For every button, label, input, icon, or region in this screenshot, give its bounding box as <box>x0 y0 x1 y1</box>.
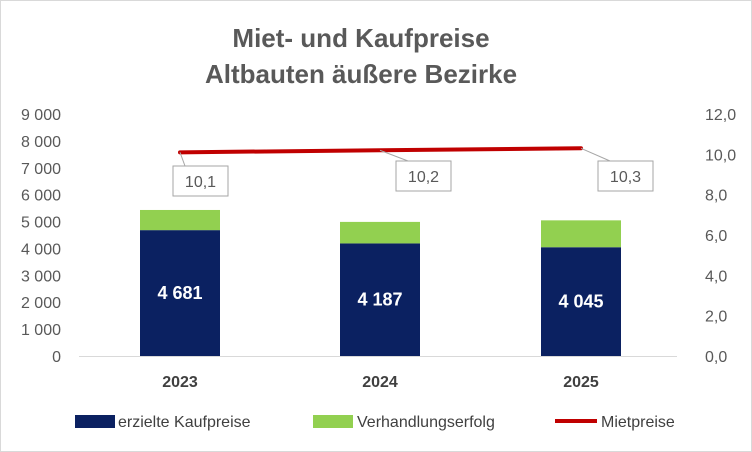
left-axis: 0 1 000 2 000 3 000 4 000 5 000 6 000 7 000 8 00… <box>21 107 61 366</box>
bar-verhandlungserfolg-2023 <box>140 209 220 231</box>
legend-label: Verhandlungserfolg <box>357 414 495 431</box>
line-value-label: 10,1 <box>185 174 216 191</box>
y-right-tick-label: 10,0 <box>705 147 736 164</box>
y-right-tick-label: 8,0 <box>705 188 727 205</box>
y-left-tick-label: 4 000 <box>21 241 61 258</box>
bar-kaufpreise-2024 <box>340 243 420 356</box>
category-labels: 2023 2024 2025 <box>162 374 599 391</box>
bar-value-label: 4 045 <box>558 292 603 312</box>
y-left-tick-label: 3 000 <box>21 268 61 285</box>
callout-box <box>597 160 654 192</box>
x-category-label: 2025 <box>563 374 599 391</box>
legend-label: Mietpreise <box>601 414 675 431</box>
callout-leader <box>379 149 409 162</box>
y-left-tick-label: 0 <box>52 349 61 366</box>
bar-value-label: 4 681 <box>157 283 202 303</box>
y-right-tick-label: 0,0 <box>705 349 727 366</box>
legend: erzielte Kaufpreise Verhandlungserfolg Mie… <box>75 414 675 431</box>
y-left-tick-label: 7 000 <box>21 161 61 178</box>
line-value-label: 10,3 <box>610 169 641 186</box>
callout-box <box>395 160 452 192</box>
bar-kaufpreise-2025 <box>541 247 621 356</box>
legend-swatch-kaufpreise <box>75 415 115 428</box>
line-value-label: 10,2 <box>408 169 439 186</box>
legend-swatch-verhandlungserfolg <box>313 415 353 428</box>
bar-verhandlungserfolg-2024 <box>340 221 420 244</box>
y-left-tick-label: 5 000 <box>21 215 61 232</box>
callout-box <box>172 165 229 197</box>
y-right-tick-label: 6,0 <box>705 228 727 245</box>
callout-leader <box>179 152 186 167</box>
line-series: 10,1 10,2 10,3 <box>172 146 654 197</box>
bar-verhandlungserfolg-2025 <box>541 220 621 248</box>
y-left-tick-label: 1 000 <box>21 322 61 339</box>
y-left-tick-label: 8 000 <box>21 134 61 151</box>
y-right-tick-label: 4,0 <box>705 268 727 285</box>
bar-kaufpreise-2023 <box>140 230 220 356</box>
chart-title: Miet- und Kaufpreise <box>232 23 489 53</box>
bar-value-label: 4 187 <box>357 290 402 310</box>
y-left-tick-label: 9 000 <box>21 107 61 124</box>
y-left-tick-label: 6 000 <box>21 188 61 205</box>
right-axis: 0,0 2,0 4,0 6,0 8,0 10,0 12,0 <box>705 107 736 366</box>
legend-label: erzielte Kaufpreise <box>118 414 251 431</box>
x-category-label: 2023 <box>162 374 198 391</box>
y-right-tick-label: 2,0 <box>705 309 727 326</box>
bars: 4 681 4 187 4 045 <box>140 209 621 356</box>
chart-subtitle: Altbauten äußere Bezirke <box>205 59 517 89</box>
y-left-tick-label: 2 000 <box>21 295 61 312</box>
callout-leader <box>580 147 611 162</box>
x-category-label: 2024 <box>362 374 398 391</box>
y-right-tick-label: 12,0 <box>705 107 736 124</box>
